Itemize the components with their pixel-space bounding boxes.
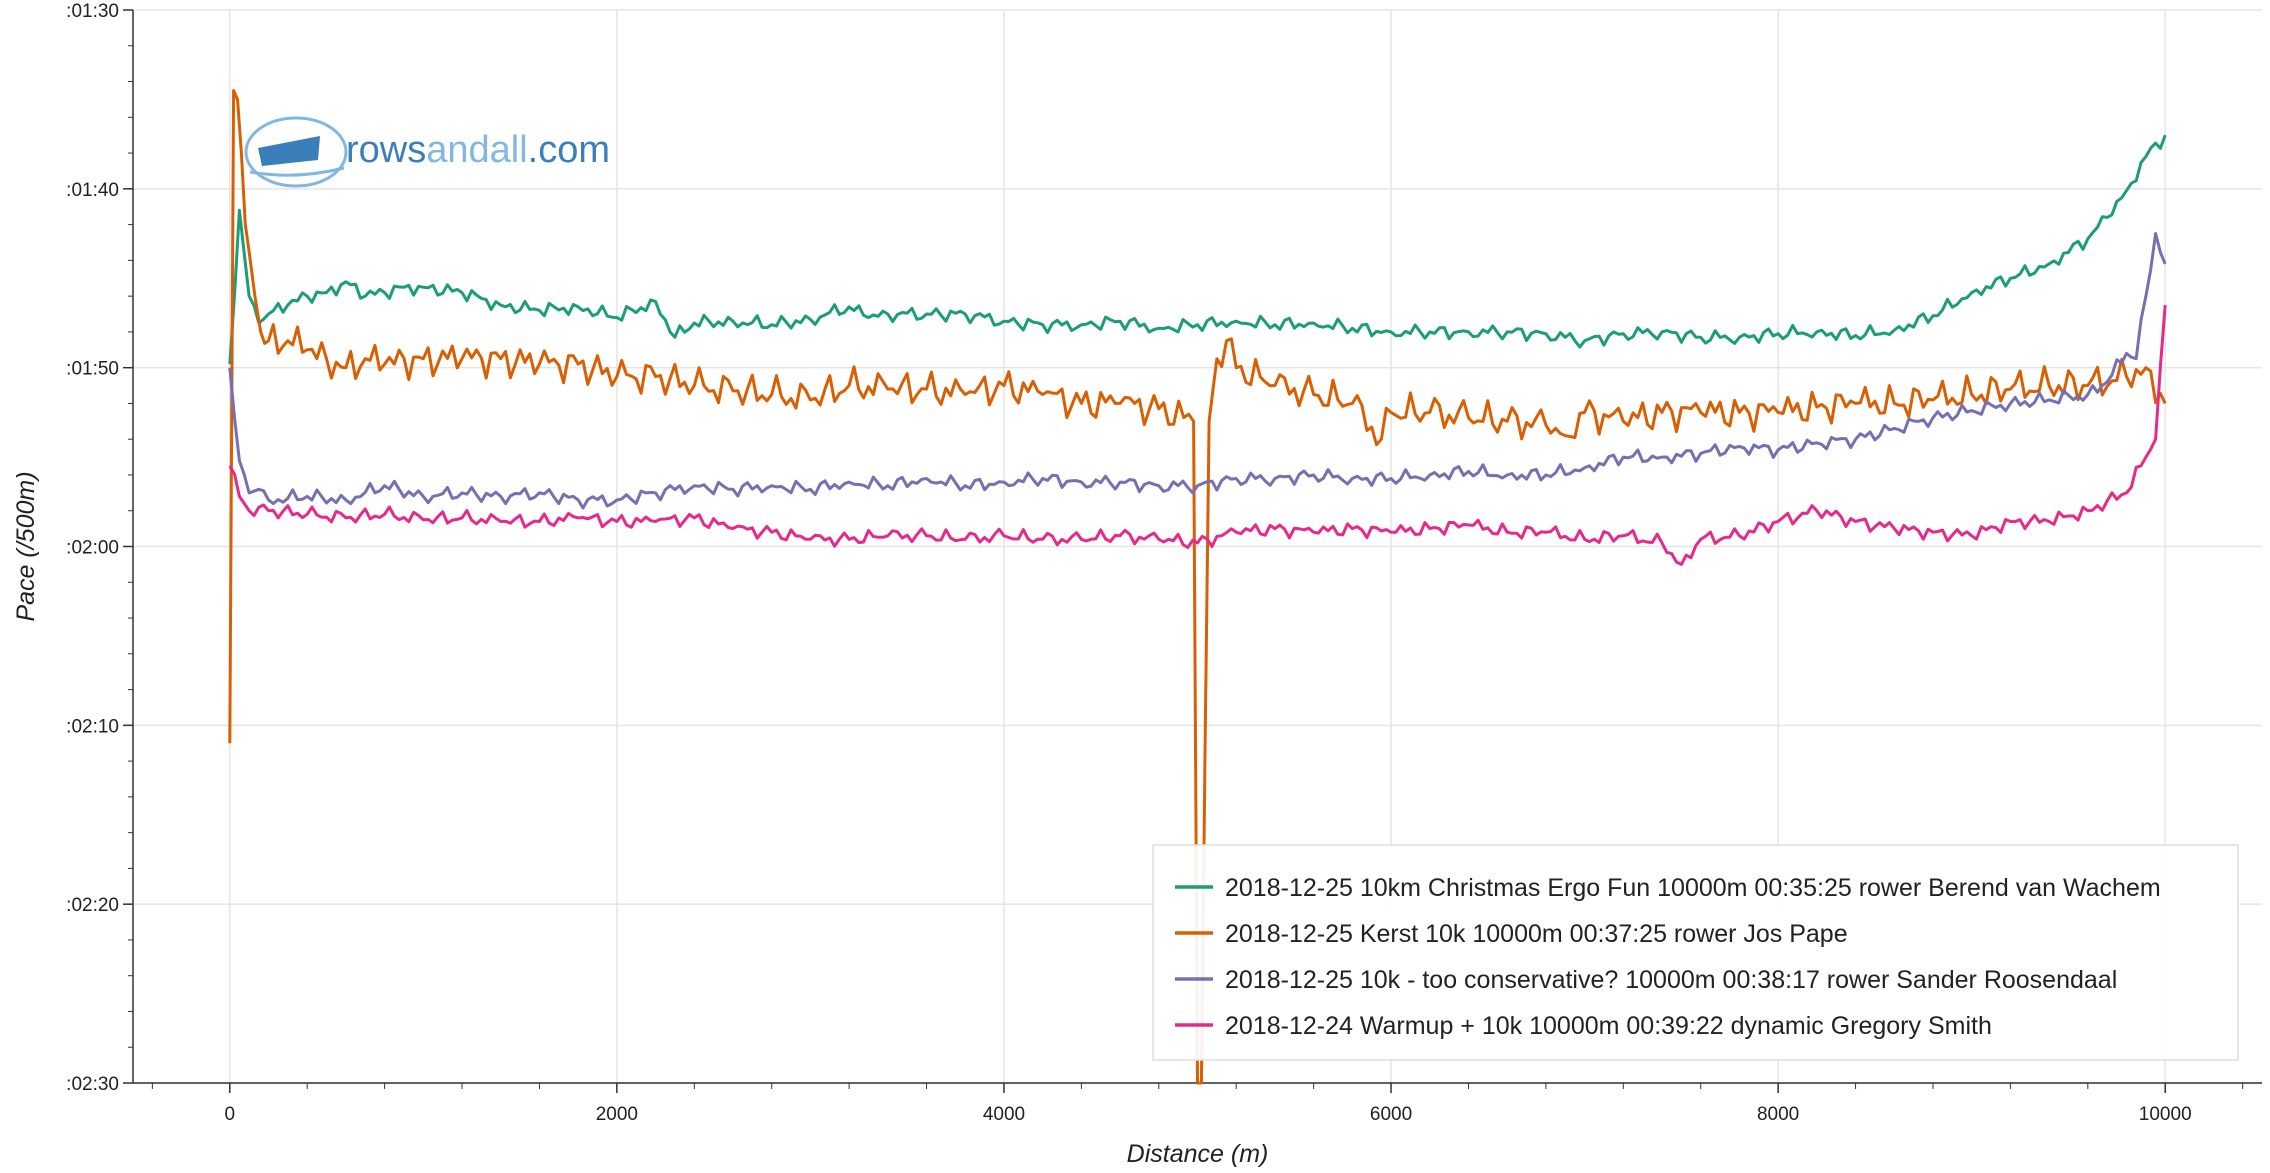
- legend-label: 2018-12-25 Kerst 10k 10000m 00:37:25 row…: [1225, 920, 1848, 948]
- axes: :01:30 :01:40 :01:50 :02:00 :02:10 :02:20 :02:…: [12, 1, 2262, 1168]
- x-axis-title: Distance (m): [1127, 1140, 1269, 1168]
- x-tick-label: 0: [224, 1104, 235, 1125]
- series-lines: [228, 89, 2167, 1085]
- x-tick-label: 8000: [1757, 1104, 1799, 1125]
- x-tick-label: 6000: [1370, 1104, 1412, 1125]
- y-tick-label: :02:10: [66, 716, 119, 737]
- rowsandall-watermark: rowsandall.com: [244, 116, 610, 188]
- boat-icon: [244, 116, 348, 188]
- series-line: [228, 89, 2167, 1085]
- series-line: [228, 134, 2167, 365]
- y-tick-label: :02:20: [66, 895, 119, 916]
- y-tick-label: :02:30: [66, 1074, 119, 1095]
- watermark-text: rowsandall.com: [346, 129, 610, 171]
- x-tick-label: 10000: [2139, 1104, 2192, 1125]
- y-tick-label: :01:30: [66, 1, 119, 22]
- y-tick-label: :01:40: [66, 180, 119, 201]
- series-line: [228, 304, 2167, 566]
- y-tick-label: :01:50: [66, 359, 119, 380]
- x-tick-label: 2000: [596, 1104, 638, 1125]
- legend-label: 2018-12-24 Warmup + 10k 10000m 00:39:22 …: [1225, 1012, 1992, 1040]
- y-tick-label: :02:00: [66, 538, 119, 559]
- legend-label: 2018-12-25 10k - too conservative? 10000…: [1225, 966, 2117, 994]
- y-axis-title: Pace (/500m): [12, 471, 40, 621]
- x-tick-label: 4000: [983, 1104, 1025, 1125]
- legend: 2018-12-25 10km Christmas Ergo Fun 10000…: [1152, 844, 2239, 1061]
- legend-label: 2018-12-25 10km Christmas Ergo Fun 10000…: [1225, 874, 2161, 902]
- series-line: [228, 232, 2167, 510]
- legend-box: [1152, 844, 2239, 1061]
